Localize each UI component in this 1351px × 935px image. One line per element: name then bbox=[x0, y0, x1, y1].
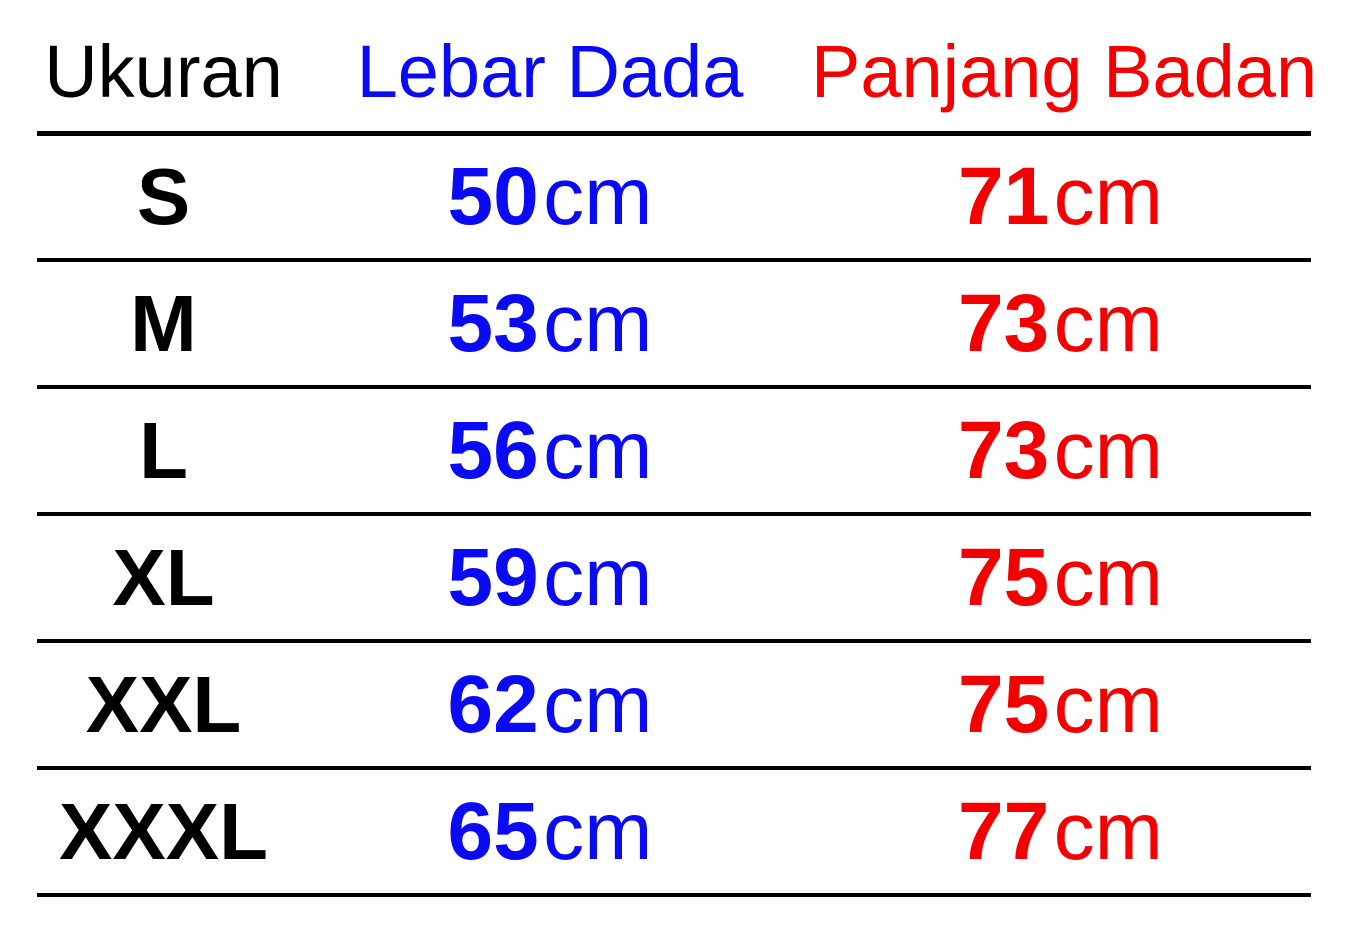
chest-unit: cm bbox=[543, 785, 653, 877]
length-cell: 75 cm bbox=[810, 514, 1311, 643]
table-row-xxl: XXL 62 cm 75 cm bbox=[37, 641, 1311, 770]
length-value: 75 bbox=[958, 531, 1050, 623]
header-row: Ukuran Lebar Dada Panjang Badan bbox=[37, 0, 1317, 136]
size-cell: XXXL bbox=[37, 768, 290, 897]
chest-value: 56 bbox=[447, 404, 539, 496]
chest-unit: cm bbox=[543, 658, 653, 750]
chest-cell: 50 cm bbox=[290, 133, 810, 262]
size-cell: M bbox=[37, 260, 290, 389]
col-header-lebar-dada: Lebar Dada bbox=[290, 0, 810, 136]
length-value: 77 bbox=[958, 785, 1050, 877]
chest-cell: 65 cm bbox=[290, 768, 810, 897]
length-value: 75 bbox=[958, 658, 1050, 750]
chest-value: 62 bbox=[447, 658, 539, 750]
chest-cell: 56 cm bbox=[290, 387, 810, 516]
chest-unit: cm bbox=[543, 150, 653, 242]
length-cell: 73 cm bbox=[810, 260, 1311, 389]
table-row-s: S 50 cm 71 cm bbox=[37, 133, 1311, 262]
length-unit: cm bbox=[1053, 785, 1163, 877]
length-unit: cm bbox=[1053, 658, 1163, 750]
size-cell: S bbox=[37, 133, 290, 262]
length-cell: 75 cm bbox=[810, 641, 1311, 770]
chest-value: 53 bbox=[447, 277, 539, 369]
table-row-xl: XL 59 cm 75 cm bbox=[37, 514, 1311, 643]
chest-cell: 59 cm bbox=[290, 514, 810, 643]
col-header-panjang-badan: Panjang Badan bbox=[810, 0, 1317, 136]
length-unit: cm bbox=[1053, 531, 1163, 623]
chest-unit: cm bbox=[543, 531, 653, 623]
chest-value: 50 bbox=[447, 150, 539, 242]
col-header-ukuran: Ukuran bbox=[37, 0, 290, 136]
length-cell: 71 cm bbox=[810, 133, 1311, 262]
chest-cell: 53 cm bbox=[290, 260, 810, 389]
table-row-m: M 53 cm 73 cm bbox=[37, 260, 1311, 389]
size-chart-table: Ukuran Lebar Dada Panjang Badan S 50 cm … bbox=[37, 0, 1317, 897]
length-value: 71 bbox=[958, 150, 1050, 242]
length-cell: 77 cm bbox=[810, 768, 1311, 897]
table-row-l: L 56 cm 73 cm bbox=[37, 387, 1311, 516]
chest-value: 59 bbox=[447, 531, 539, 623]
table-row-xxxl: XXXL 65 cm 77 cm bbox=[37, 768, 1311, 897]
chest-unit: cm bbox=[543, 404, 653, 496]
size-cell: L bbox=[37, 387, 290, 516]
chest-unit: cm bbox=[543, 277, 653, 369]
size-cell: XL bbox=[37, 514, 290, 643]
chest-cell: 62 cm bbox=[290, 641, 810, 770]
length-value: 73 bbox=[958, 404, 1050, 496]
length-unit: cm bbox=[1053, 277, 1163, 369]
length-unit: cm bbox=[1053, 150, 1163, 242]
size-cell: XXL bbox=[37, 641, 290, 770]
length-value: 73 bbox=[958, 277, 1050, 369]
chest-value: 65 bbox=[447, 785, 539, 877]
length-cell: 73 cm bbox=[810, 387, 1311, 516]
length-unit: cm bbox=[1053, 404, 1163, 496]
